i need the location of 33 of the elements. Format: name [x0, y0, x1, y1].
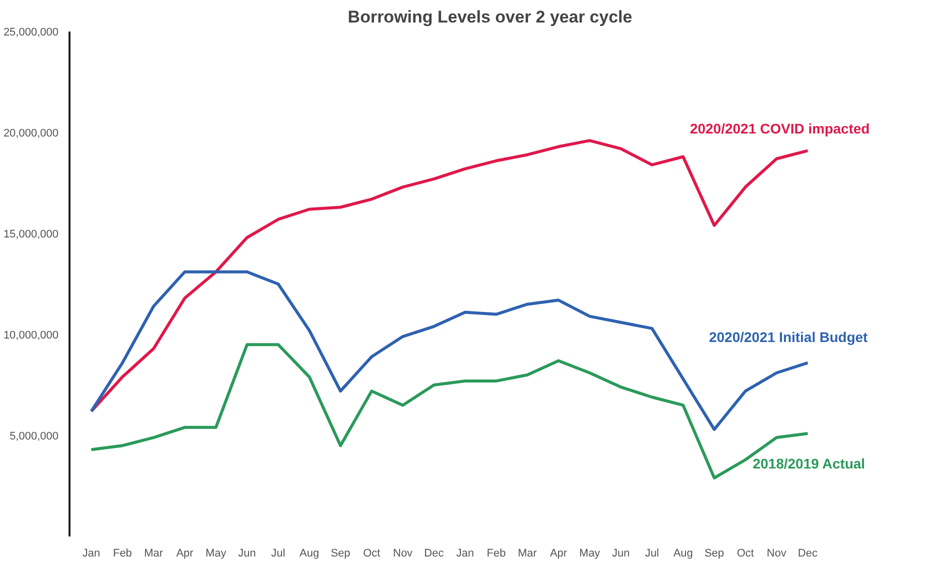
- x-tick-label: Nov: [393, 548, 414, 560]
- x-tick-label: Apr: [550, 548, 568, 560]
- y-tick-label: 10,000,000: [3, 330, 59, 342]
- x-tick-label: Mar: [144, 548, 164, 560]
- x-tick-label: Dec: [798, 548, 818, 560]
- x-tick-label: Apr: [176, 548, 194, 560]
- x-tick-label: Aug: [673, 548, 693, 560]
- x-tick-label: Sep: [330, 548, 350, 560]
- y-tick-label: 20,000,000: [3, 128, 59, 140]
- x-tick-label: Jan: [456, 548, 474, 560]
- x-tick-label: Dec: [424, 548, 444, 560]
- x-tick-label: May: [579, 548, 601, 560]
- x-tick-label: Feb: [112, 548, 132, 560]
- x-tick-label: Oct: [363, 548, 380, 560]
- x-tick-label: Jan: [82, 548, 100, 560]
- x-tick-label: Jun: [612, 548, 630, 560]
- text: 2020/2021 Initial Budget: [708, 328, 868, 345]
- x-tick-label: Oct: [736, 548, 754, 560]
- x-tick-label: Sep: [704, 548, 724, 560]
- y-tick-label: 15,000,000: [3, 228, 59, 240]
- x-tick-label: Feb: [486, 548, 506, 560]
- x-tick-label: Jun: [238, 548, 256, 560]
- y-tick-label: 25,000,000: [3, 26, 59, 38]
- x-tick-label: Mar: [518, 548, 538, 560]
- series-label: 2020/2021 COVID impacted: [690, 120, 870, 137]
- x-tick-label: Nov: [766, 548, 787, 560]
- x-tick-label: Jul: [271, 548, 286, 560]
- x-tick-label: May: [206, 548, 227, 560]
- series-label: 2018/2019 Actual: [752, 455, 866, 472]
- chart-title: Borrowing Levels over 2 year cycle: [348, 8, 632, 26]
- y-tick-label: 5,000,000: [10, 430, 58, 442]
- x-tick-label: Jul: [644, 548, 659, 560]
- x-tick-label: Aug: [300, 548, 320, 560]
